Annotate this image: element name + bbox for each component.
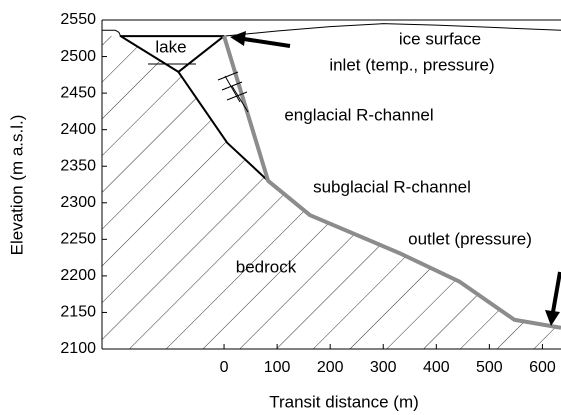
y-axis-title: Elevation (m a.s.l.) <box>7 115 26 256</box>
inlet-arrow-head <box>230 31 246 46</box>
x-tick-label: 300 <box>370 359 397 376</box>
y-tick-label: 2150 <box>60 304 96 321</box>
inlet-arrow-shaft <box>243 37 291 48</box>
annotation: subglacial R-channel <box>313 177 471 196</box>
outlet-arrow-shaft <box>551 271 561 313</box>
annotation: outlet (pressure) <box>408 229 532 248</box>
x-tick-label: 400 <box>423 359 450 376</box>
y-tick-label: 2300 <box>60 194 96 211</box>
x-tick-label: 600 <box>529 359 556 376</box>
y-tick-label: 2100 <box>60 340 96 357</box>
y-tick-label: 2400 <box>60 121 96 138</box>
x-tick-label: 200 <box>317 359 344 376</box>
plot-area <box>102 23 561 330</box>
y-tick-label: 2550 <box>60 11 96 28</box>
series-line <box>222 35 561 330</box>
y-tick-label: 2250 <box>60 231 96 248</box>
x-axis-title: Transit distance (m) <box>269 392 419 411</box>
annotation: englacial R-channel <box>284 105 433 124</box>
series-line <box>177 35 225 73</box>
y-tick-label: 2350 <box>60 157 96 174</box>
outlet-arrow-head <box>545 310 560 326</box>
series-line <box>102 23 561 37</box>
x-tick-label: 500 <box>476 359 503 376</box>
y-tick-label: 2500 <box>60 48 96 65</box>
annotation: inlet (temp., pressure) <box>329 55 494 74</box>
x-tick-label: 100 <box>264 359 291 376</box>
y-tick-label: 2450 <box>60 84 96 101</box>
englacial-crevasses <box>217 71 249 113</box>
annotation: bedrock <box>236 257 297 276</box>
annotation: lake <box>155 37 186 56</box>
annotation: ice surface <box>399 29 481 48</box>
x-tick-label: 0 <box>220 359 229 376</box>
y-tick-label: 2200 <box>60 267 96 284</box>
